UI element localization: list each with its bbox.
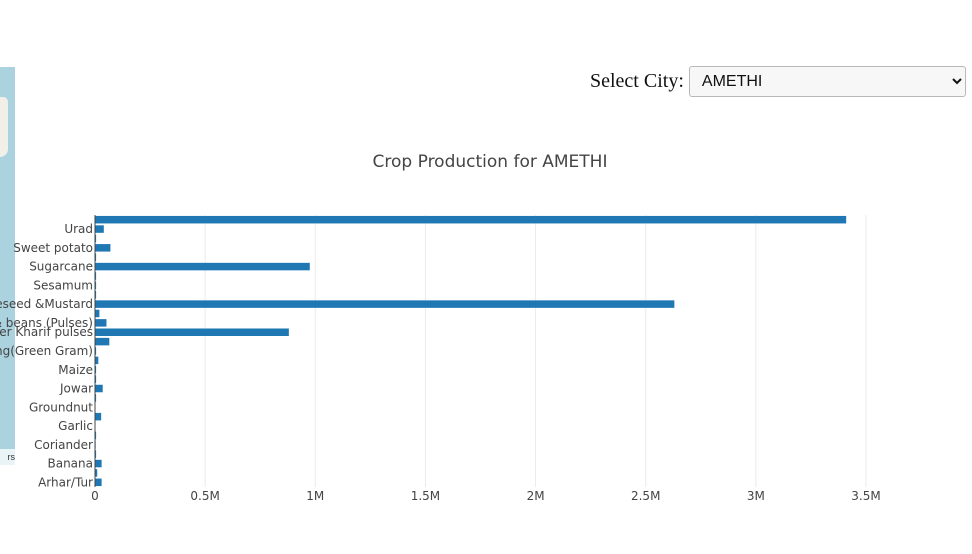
- bar[interactable]: [95, 244, 111, 252]
- x-axis-ticks: 0 0.5M 1M 1.5M 2M 2.5M 3M 3.5M: [91, 489, 881, 503]
- y-tick-label: Sesamum: [33, 278, 93, 292]
- bar[interactable]: [95, 272, 97, 280]
- x-tick-label: 3M: [747, 489, 765, 503]
- chart-title: Crop Production for AMETHI: [373, 152, 608, 172]
- bar[interactable]: [95, 384, 103, 393]
- bar[interactable]: [95, 366, 97, 374]
- x-tick-label: 3.5M: [851, 489, 880, 503]
- map-attribution[interactable]: rs: [0, 449, 15, 465]
- x-tick-label: 1.5M: [411, 489, 440, 503]
- bar[interactable]: [95, 290, 97, 299]
- x-tick-label: 2.5M: [631, 489, 660, 503]
- y-tick-label: Maize: [58, 363, 93, 377]
- y-axis-ticks: Arhar/Tur Banana Coriander Garlic Groundnut J…: [0, 222, 93, 489]
- bar[interactable]: [95, 478, 102, 487]
- bar[interactable]: [95, 253, 97, 261]
- city-selector-label: Select City:: [590, 70, 684, 92]
- y-tick-label: Arhar/Tur: [38, 475, 93, 489]
- chart-gridlines: [204, 215, 867, 487]
- bar[interactable]: [95, 225, 104, 233]
- bar[interactable]: [95, 356, 99, 365]
- y-tick-label: Sweet potato: [13, 241, 93, 255]
- x-tick-label: 2M: [527, 489, 545, 503]
- bar[interactable]: [95, 469, 98, 477]
- bar[interactable]: [95, 300, 675, 308]
- y-tick-label: Peas & beans (Pulses): [0, 316, 93, 330]
- bar[interactable]: [95, 328, 289, 336]
- y-tick-label: Sugarcane: [29, 260, 93, 274]
- bar[interactable]: [95, 347, 97, 355]
- bar[interactable]: [95, 262, 310, 271]
- x-tick-label: 1M: [306, 489, 324, 503]
- bar[interactable]: [95, 319, 107, 327]
- bar[interactable]: [95, 450, 97, 458]
- y-tick-label: Rapeseed &Mustard: [0, 297, 93, 311]
- bar[interactable]: [95, 337, 110, 346]
- y-tick-label: Other Kharif pulses: [0, 325, 93, 339]
- y-tick-label: Urad: [64, 222, 93, 236]
- y-tick-label: Coriander: [34, 438, 93, 452]
- city-select[interactable]: AMETHI: [688, 66, 966, 97]
- bar[interactable]: [95, 431, 97, 440]
- y-tick-label: Garlic: [58, 419, 93, 433]
- bar[interactable]: [95, 215, 847, 224]
- chart-bars: [95, 215, 847, 487]
- bar[interactable]: [95, 309, 100, 318]
- y-tick-label: Banana: [47, 457, 93, 471]
- y-tick-label: Jowar: [59, 382, 93, 396]
- bar[interactable]: [95, 394, 97, 402]
- bar[interactable]: [95, 281, 97, 290]
- map-panel[interactable]: rs: [0, 67, 15, 465]
- bar[interactable]: [95, 234, 97, 243]
- x-tick-label: 0: [91, 489, 99, 503]
- y-tick-label: Moong(Green Gram): [0, 344, 93, 358]
- x-tick-label: 0.5M: [190, 489, 219, 503]
- y-tick-label: Groundnut: [29, 400, 93, 414]
- city-selector: Select City: AMETHI: [590, 66, 966, 97]
- bar[interactable]: [95, 412, 102, 421]
- bar[interactable]: [95, 375, 97, 383]
- bar[interactable]: [95, 459, 102, 468]
- map-land: [0, 97, 8, 157]
